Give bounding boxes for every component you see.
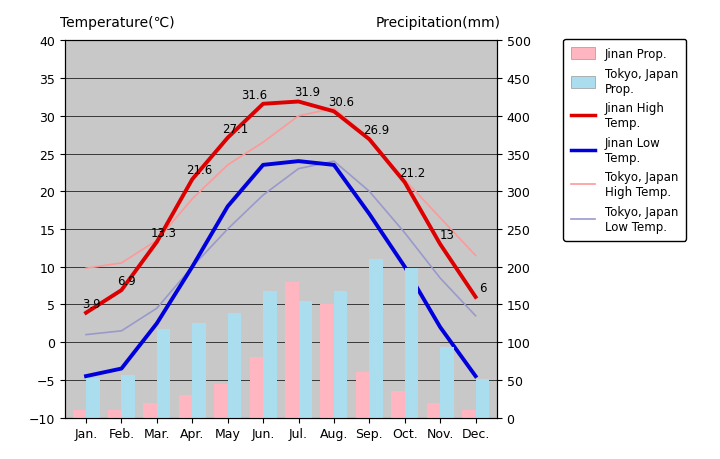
Bar [405, 269, 418, 418]
Text: Precipitation(mm): Precipitation(mm) [376, 16, 501, 30]
Tokyo, Japan
High Temp. [258, 140, 267, 146]
Tokyo, Japan
Low Temp. [82, 332, 91, 338]
Tokyo, Japan
High Temp. [436, 215, 444, 221]
Text: 13.3: 13.3 [151, 226, 177, 239]
Bar [427, 403, 440, 418]
Text: 27.1: 27.1 [222, 123, 248, 135]
Jinan High
Temp. [330, 109, 338, 115]
Jinan Low
Temp. [294, 159, 303, 164]
Bar [334, 291, 347, 418]
Tokyo, Japan
Low Temp. [258, 193, 267, 198]
Tokyo, Japan
Low Temp. [365, 189, 374, 195]
Jinan High
Temp. [153, 240, 161, 245]
Bar [122, 375, 135, 418]
Bar [320, 305, 334, 418]
Jinan Low
Temp. [365, 212, 374, 217]
Jinan Low
Temp. [117, 366, 126, 371]
Bar [179, 395, 192, 418]
Text: Temperature(℃): Temperature(℃) [60, 16, 175, 30]
Tokyo, Japan
High Temp. [82, 266, 91, 271]
Text: 21.2: 21.2 [399, 167, 425, 180]
Tokyo, Japan
Low Temp. [471, 313, 480, 319]
Text: 6: 6 [479, 281, 487, 294]
Bar [250, 358, 263, 418]
Legend: Jinan Prop., Tokyo, Japan
Prop., Jinan High
Temp., Jinan Low
Temp., Tokyo, Japan: Jinan Prop., Tokyo, Japan Prop., Jinan H… [563, 39, 686, 241]
Jinan Low
Temp. [223, 204, 232, 210]
Tokyo, Japan
High Temp. [471, 253, 480, 258]
Text: 21.6: 21.6 [186, 164, 212, 177]
Text: 31.6: 31.6 [241, 89, 267, 101]
Jinan High
Temp. [294, 100, 303, 105]
Bar [263, 291, 276, 418]
Tokyo, Japan
Low Temp. [436, 276, 444, 281]
Tokyo, Japan
Low Temp. [330, 159, 338, 164]
Jinan High
Temp. [471, 295, 480, 300]
Bar [475, 379, 489, 418]
Jinan High
Temp. [365, 137, 374, 143]
Bar [215, 384, 228, 418]
Jinan High
Temp. [117, 288, 126, 293]
Line: Jinan Low
Temp.: Jinan Low Temp. [86, 162, 475, 376]
Jinan High
Temp. [400, 180, 409, 185]
Bar [108, 410, 122, 418]
Jinan High
Temp. [223, 136, 232, 141]
Jinan High
Temp. [258, 102, 267, 107]
Tokyo, Japan
High Temp. [400, 178, 409, 183]
Line: Jinan High
Temp.: Jinan High Temp. [86, 102, 475, 313]
Jinan Low
Temp. [82, 374, 91, 379]
Jinan Low
Temp. [188, 264, 197, 270]
Bar [143, 403, 157, 418]
Tokyo, Japan
Low Temp. [153, 306, 161, 311]
Tokyo, Japan
High Temp. [330, 106, 338, 112]
Bar [157, 330, 171, 418]
Text: 13: 13 [440, 229, 454, 241]
Jinan High
Temp. [436, 242, 444, 247]
Tokyo, Japan
High Temp. [365, 136, 374, 142]
Tokyo, Japan
Low Temp. [223, 227, 232, 232]
Bar [440, 347, 454, 418]
Text: 6.9: 6.9 [117, 274, 136, 287]
Text: 31.9: 31.9 [294, 86, 320, 99]
Jinan Low
Temp. [153, 321, 161, 326]
Jinan High
Temp. [188, 177, 197, 183]
Bar [462, 410, 475, 418]
Bar [285, 282, 299, 418]
Jinan Low
Temp. [471, 374, 480, 379]
Jinan Low
Temp. [400, 264, 409, 270]
Jinan Low
Temp. [436, 325, 444, 330]
Text: 30.6: 30.6 [328, 96, 354, 109]
Tokyo, Japan
Low Temp. [400, 230, 409, 236]
Jinan Low
Temp. [330, 163, 338, 168]
Line: Tokyo, Japan
High Temp.: Tokyo, Japan High Temp. [86, 109, 475, 269]
Bar [299, 302, 312, 418]
Jinan High
Temp. [82, 310, 91, 316]
Tokyo, Japan
High Temp. [223, 163, 232, 168]
Bar [73, 410, 86, 418]
Tokyo, Japan
High Temp. [153, 238, 161, 244]
Tokyo, Japan
High Temp. [188, 196, 197, 202]
Bar [369, 260, 383, 418]
Bar [192, 324, 206, 418]
Bar [86, 379, 99, 418]
Text: 3.9: 3.9 [82, 297, 101, 310]
Line: Tokyo, Japan
Low Temp.: Tokyo, Japan Low Temp. [86, 162, 475, 335]
Tokyo, Japan
High Temp. [294, 114, 303, 119]
Jinan Low
Temp. [258, 163, 267, 168]
Tokyo, Japan
High Temp. [117, 261, 126, 266]
Tokyo, Japan
Low Temp. [117, 328, 126, 334]
Bar [356, 373, 369, 418]
Tokyo, Japan
Low Temp. [294, 167, 303, 172]
Bar [391, 392, 405, 418]
Tokyo, Japan
Low Temp. [188, 264, 197, 270]
Bar [228, 314, 241, 418]
Text: 26.9: 26.9 [364, 124, 390, 137]
